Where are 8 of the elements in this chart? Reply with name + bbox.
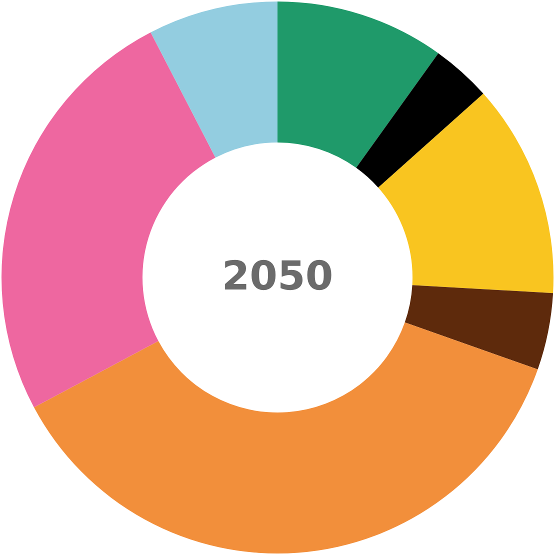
donut-slice <box>278 2 438 168</box>
donut-slice <box>150 2 278 158</box>
donut-slice <box>378 94 554 294</box>
donut-slice <box>2 32 216 408</box>
donut-slice <box>404 285 554 370</box>
text: 2050 <box>222 254 334 300</box>
donut-slice <box>356 53 484 188</box>
donut-slice <box>34 322 538 554</box>
